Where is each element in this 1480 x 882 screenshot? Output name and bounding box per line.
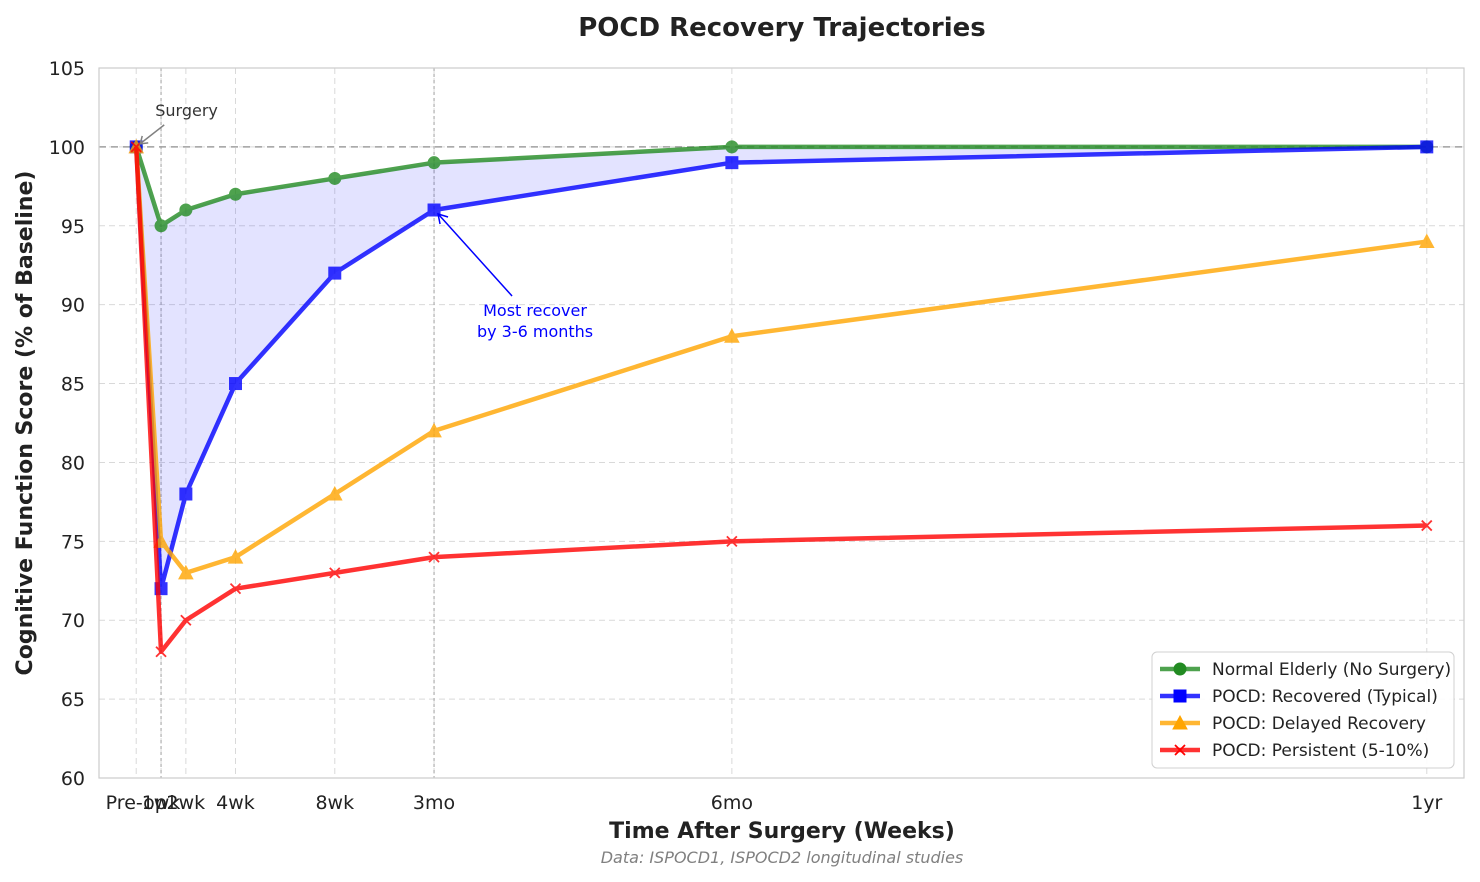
data-point <box>725 156 739 170</box>
legend-label: Normal Elderly (No Surgery) <box>1212 660 1451 680</box>
annotation-arrow <box>140 124 165 144</box>
data-point <box>326 485 343 501</box>
y-tick-label: 105 <box>49 58 85 80</box>
data-point <box>179 487 193 501</box>
data-point-stroke <box>1421 519 1433 532</box>
y-tick-label: 90 <box>61 295 85 317</box>
x-tick-label: 8wk <box>315 792 354 814</box>
data-point <box>154 219 168 233</box>
annotation-recovery: Most recover by 3-6 months <box>477 301 593 341</box>
y-tick-label: 100 <box>49 137 85 159</box>
data-point <box>725 140 739 154</box>
x-tick-label: 6mo <box>711 792 753 814</box>
legend-marker <box>1173 689 1187 703</box>
x-tick-label: 2wk <box>167 792 206 814</box>
data-point <box>427 156 441 170</box>
data-point <box>1421 519 1433 532</box>
annotation-arrowhead <box>437 212 449 225</box>
series-3 <box>130 141 1433 658</box>
legend-item: POCD: Recovered (Typical) <box>1160 687 1438 707</box>
data-point <box>329 567 341 579</box>
data-point <box>427 203 441 217</box>
data-point-stroke <box>229 583 242 595</box>
x-tick-label: 4wk <box>216 792 255 814</box>
y-tick-label: 60 <box>61 768 85 790</box>
data-point <box>179 203 193 217</box>
plot-frame <box>98 67 1465 779</box>
annotation-surgery: Surgery <box>155 101 218 120</box>
annotation-line: by 3-6 months <box>477 322 593 341</box>
data-point <box>1418 233 1435 249</box>
data-point-stroke <box>329 567 341 579</box>
legend: Normal Elderly (No Surgery) POCD: Recover… <box>1151 651 1455 769</box>
data-point <box>229 583 242 595</box>
data-point <box>726 535 738 547</box>
legend-marker <box>1172 714 1188 730</box>
y-tick-label: 85 <box>61 374 85 396</box>
data-point-stroke <box>1174 744 1186 756</box>
y-tick-label: 65 <box>61 689 85 711</box>
y-tick-label: 75 <box>61 531 85 553</box>
legend-item: Normal Elderly (No Surgery) <box>1160 660 1451 680</box>
data-point <box>1420 140 1434 154</box>
y-tick-label: 80 <box>61 452 85 474</box>
data-point <box>155 646 167 658</box>
x-axis-label: Time After Surgery (Weeks) <box>609 819 955 844</box>
chart-title: POCD Recovery Trajectories <box>578 13 986 43</box>
legend-label: POCD: Delayed Recovery <box>1212 714 1426 734</box>
legend-item: POCD: Delayed Recovery <box>1160 714 1426 734</box>
data-point <box>328 171 342 185</box>
legend-box <box>1151 651 1455 769</box>
x-tick-label: 1yr <box>1411 792 1442 814</box>
data-point-stroke <box>180 614 192 626</box>
legend-label: POCD: Recovered (Typical) <box>1212 687 1438 707</box>
data-point <box>180 614 192 626</box>
y-tick-label: 95 <box>61 216 85 238</box>
y-axis-label: Cognitive Function Score (% of Baseline) <box>13 171 38 676</box>
x-tick-label: 3mo <box>413 792 455 814</box>
legend-label: POCD: Persistent (5-10%) <box>1212 741 1429 761</box>
data-point <box>724 328 740 343</box>
annotation-arrow <box>438 214 513 297</box>
series-line <box>133 144 1427 591</box>
data-point <box>428 551 440 563</box>
x-tick-label: 1wk <box>142 792 181 814</box>
legend-item: POCD: Persistent (5-10%) <box>1160 741 1429 761</box>
legend-marker <box>1173 662 1187 676</box>
data-point <box>227 549 244 564</box>
x-tick-label: Pre-op <box>106 792 167 814</box>
data-point <box>328 266 342 280</box>
data-point-stroke <box>428 551 440 563</box>
data-point-stroke <box>726 535 738 547</box>
legend-marker <box>1174 744 1186 756</box>
data-point <box>229 187 242 201</box>
annotation-arrowhead <box>139 135 149 145</box>
source-note: Data: ISPOCD1, ISPOCD2 longitudinal stud… <box>601 848 964 867</box>
data-point-stroke <box>155 646 167 658</box>
data-point <box>178 564 194 580</box>
data-point <box>426 422 442 438</box>
y-tick-label: 70 <box>61 610 85 632</box>
data-point <box>229 377 242 391</box>
annotation-line: Most recover <box>483 301 587 320</box>
